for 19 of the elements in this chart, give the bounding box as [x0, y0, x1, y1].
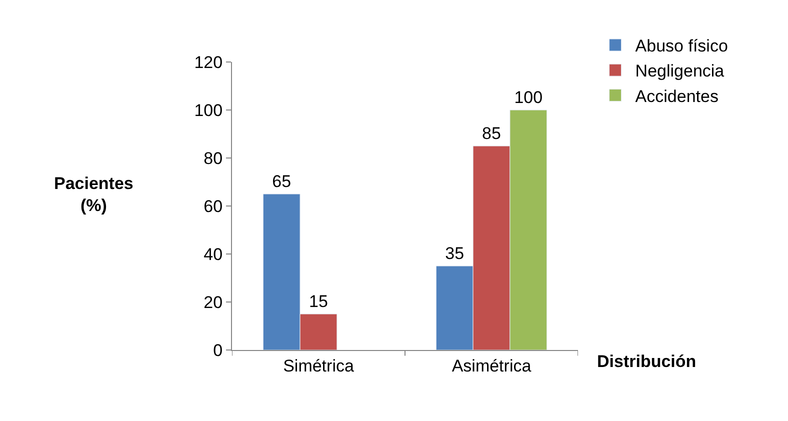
- x-tick-label: Asimétrica: [452, 356, 532, 376]
- legend-label: Accidentes: [635, 86, 718, 106]
- y-tick-label: 20: [204, 292, 223, 312]
- y-tick-label: 80: [204, 148, 223, 168]
- y-tick-label: 40: [204, 244, 223, 264]
- y-tick-label: 120: [194, 52, 223, 72]
- legend-label: Negligencia: [635, 62, 725, 81]
- x-axis-title: Distribución: [597, 352, 696, 371]
- y-tick-label: 100: [194, 100, 223, 120]
- data-label: 15: [309, 292, 328, 311]
- y-axis-title: Pacientes (%): [54, 174, 134, 216]
- y-tick-label: 60: [204, 196, 223, 216]
- x-tick-label: Simétrica: [283, 356, 354, 376]
- y-tick-label: 0: [213, 340, 223, 360]
- data-label: 35: [445, 244, 464, 263]
- legend-label: Abuso físico: [635, 36, 728, 56]
- data-label: 65: [272, 172, 292, 191]
- data-label: 85: [482, 124, 501, 143]
- data-label: 100: [514, 88, 543, 107]
